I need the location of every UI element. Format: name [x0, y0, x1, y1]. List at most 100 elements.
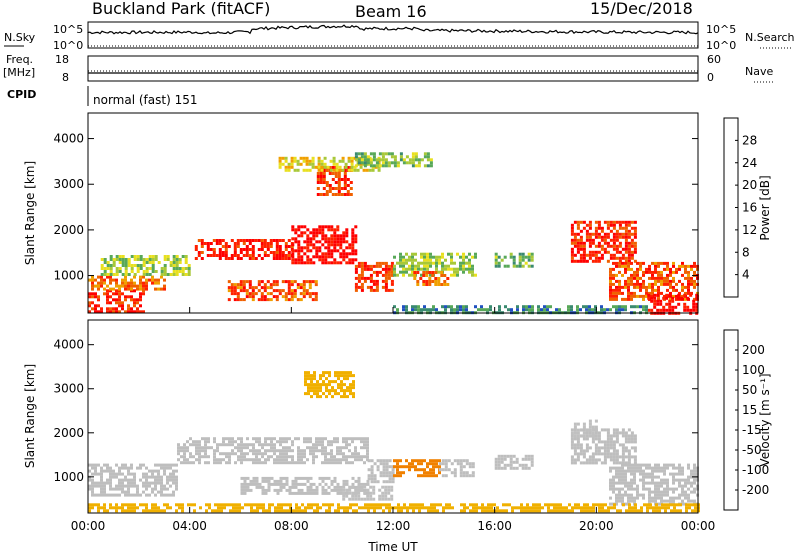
velocity-cell: [618, 469, 621, 473]
power-cell: [585, 259, 589, 263]
velocity-cell: [582, 452, 586, 456]
velocity-cell: [612, 466, 615, 470]
velocity-cell: [376, 459, 380, 463]
velocity-cell: [687, 496, 690, 500]
power-cell: [576, 223, 580, 227]
velocity-cell: [336, 488, 340, 492]
power-cell: [239, 257, 243, 260]
power-cell: [453, 308, 456, 312]
velocity-cell: [634, 503, 637, 507]
velocity-cell: [303, 449, 306, 453]
power-cell: [657, 261, 660, 265]
velocity-cell: [661, 503, 664, 507]
power-cell: [390, 264, 394, 268]
velocity-cell: [342, 440, 345, 444]
velocity-cell: [124, 490, 127, 494]
power-cell: [399, 261, 402, 265]
velocity-cell: [391, 471, 395, 475]
power-cell: [260, 242, 264, 245]
power-cell: [124, 310, 127, 314]
velocity-cell: [351, 497, 355, 501]
power-cell: [109, 307, 112, 311]
velocity-cell: [294, 461, 297, 465]
power-cell: [447, 267, 450, 271]
velocity-cell: [615, 440, 619, 444]
power-cell: [218, 242, 222, 245]
power-cell: [160, 267, 164, 270]
power-cell: [293, 280, 297, 284]
power-cell: [100, 273, 104, 276]
velocity-cell: [343, 395, 346, 399]
velocity-cell: [295, 503, 298, 507]
power-cell: [647, 308, 651, 312]
power-cell: [145, 258, 149, 261]
velocity-cell: [607, 509, 610, 513]
power-cell: [411, 155, 415, 159]
velocity-cell: [327, 443, 330, 447]
velocity-cell: [412, 503, 415, 507]
power-cell: [693, 279, 696, 283]
power-cell: [603, 308, 606, 312]
velocity-cell: [324, 482, 328, 486]
velocity-cell: [421, 506, 424, 510]
power-cell: [121, 281, 124, 285]
velocity-cell: [309, 446, 312, 450]
power-cell: [245, 245, 249, 248]
velocity-cell: [636, 466, 639, 470]
power-cell: [306, 249, 310, 253]
velocity-cell: [630, 440, 634, 444]
velocity-cell: [524, 454, 528, 458]
velocity-cell: [142, 481, 145, 485]
velocity-cell: [604, 503, 607, 507]
power-cell: [428, 283, 432, 286]
velocity-cell: [276, 458, 279, 462]
power-cell: [343, 175, 347, 178]
power-cell: [330, 228, 334, 232]
velocity-cell: [618, 443, 622, 447]
velocity-cell: [198, 455, 201, 459]
power-cell: [624, 232, 628, 236]
velocity-cell: [660, 499, 663, 503]
velocity-cell: [573, 446, 577, 450]
power-cell: [618, 270, 621, 274]
power-cell: [333, 261, 337, 265]
velocity-cell: [630, 455, 634, 459]
velocity-cell: [112, 493, 115, 497]
power-cell: [612, 273, 615, 277]
velocity-cell: [229, 503, 232, 507]
velocity-cell: [285, 461, 288, 465]
velocity-cell: [678, 478, 681, 482]
power-cell: [324, 225, 328, 229]
velocity-cell: [225, 452, 228, 456]
power-cell: [181, 270, 185, 273]
velocity-cell: [192, 440, 195, 444]
power-cell: [480, 305, 483, 309]
velocity-cell: [306, 476, 310, 480]
power-cell: [230, 239, 234, 242]
power-cell: [423, 164, 427, 168]
power-cell: [321, 237, 325, 241]
power-cell: [435, 267, 438, 271]
velocity-cell: [570, 431, 574, 435]
power-cell: [311, 292, 315, 296]
velocity-cell: [145, 481, 148, 485]
velocity-cell: [594, 452, 598, 456]
power-cell: [263, 245, 267, 248]
velocity-cell: [588, 422, 592, 426]
power-cell: [343, 193, 347, 196]
velocity-cell: [594, 449, 598, 453]
velocity-cell: [384, 491, 388, 495]
velocity-cell: [349, 371, 352, 375]
power-cell: [324, 240, 328, 244]
velocity-cell: [109, 472, 112, 476]
power-cell: [248, 248, 252, 251]
power-cell: [329, 159, 333, 163]
power-cell: [127, 307, 130, 311]
velocity-cell: [157, 509, 160, 513]
power-cell: [133, 281, 136, 285]
velocity-cell: [100, 469, 103, 473]
power-cell: [525, 305, 528, 309]
power-cell: [420, 273, 423, 277]
power-cell: [456, 252, 459, 256]
velocity-cell: [423, 459, 426, 463]
